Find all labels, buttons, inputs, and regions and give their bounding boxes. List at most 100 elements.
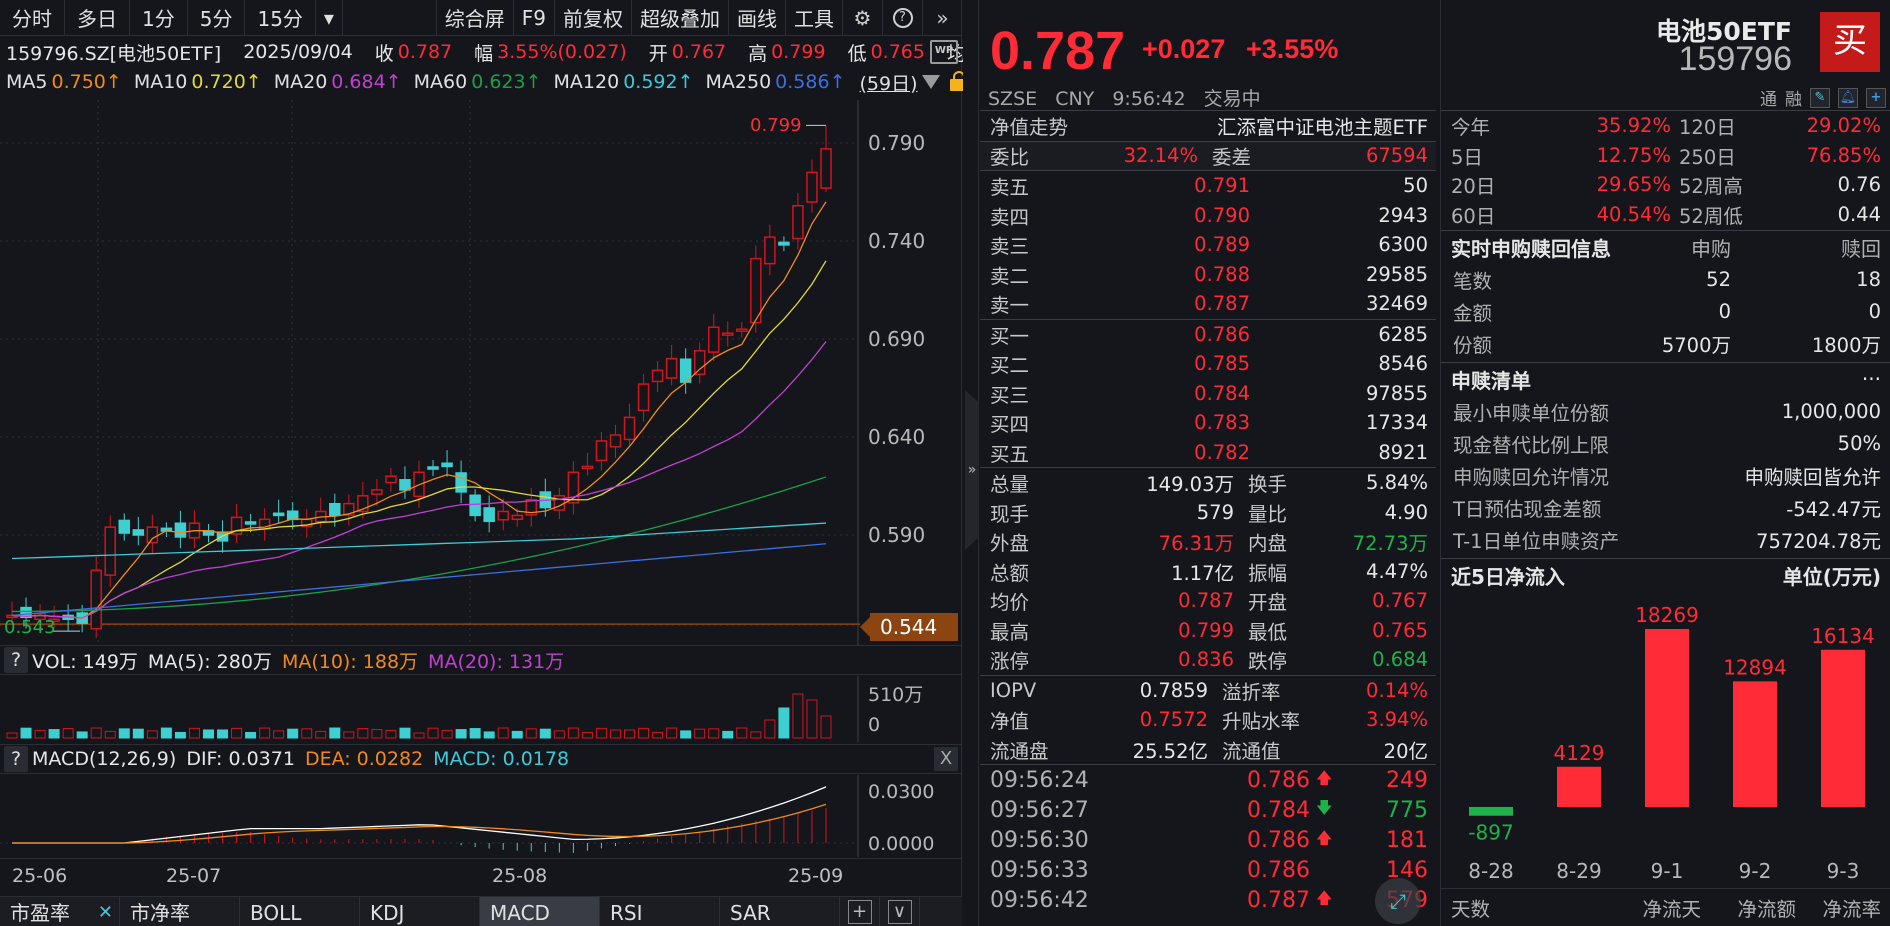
indicator-dropdown-button[interactable]: ∨ — [880, 897, 920, 926]
buy-button[interactable]: 买 — [1820, 12, 1880, 72]
stat-label: 净值 — [990, 710, 1030, 734]
period-tab-intraday[interactable]: 分时 — [0, 0, 65, 36]
inflow-bar — [1469, 807, 1513, 816]
level-volume: 6285 — [1378, 322, 1428, 346]
footer-days-tab[interactable]: 天数 — [1451, 898, 1491, 921]
candlestick-chart[interactable]: 0.799 0.543 0.790 0.740 0.690 0.640 0.59… — [0, 100, 962, 645]
pcf-value: 1,000,000 — [1781, 399, 1881, 423]
macd-line — [12, 786, 827, 844]
volume-chart[interactable]: 510万 0 — [0, 676, 962, 742]
stat-label: 开盘 — [1248, 591, 1288, 615]
tick-time: 09:56:42 — [990, 887, 1089, 913]
order-level-row[interactable]: 卖五 0.791 50 — [980, 171, 1436, 201]
f9-button[interactable]: F9 — [512, 0, 554, 36]
footer-netamount-tab[interactable]: 净流额 — [1737, 898, 1796, 921]
tools-button[interactable]: 工具 — [785, 0, 842, 36]
redeem-value: 1800万 — [1811, 333, 1881, 357]
resize-toggle-icon[interactable]: ⤢ — [1375, 878, 1421, 924]
subred-row: 金额 0 0 — [1441, 295, 1890, 327]
add-indicator-button[interactable]: + — [840, 897, 880, 926]
super-overlay-button[interactable]: 超级叠加 — [631, 0, 728, 36]
stat-value: 4.47% — [1366, 559, 1428, 583]
perf-label: 5日 — [1451, 145, 1483, 169]
stat-label: 振幅 — [1248, 561, 1288, 585]
period-tab-15min[interactable]: 15分 — [245, 0, 316, 36]
period-tab-5min[interactable]: 5分 — [188, 0, 246, 36]
order-level-row[interactable]: 买一 0.786 6285 — [980, 320, 1436, 350]
volume-bar — [231, 727, 243, 739]
tick-list[interactable]: 09:56:24 0.786 🡅 249 09:56:27 0.784 🡇 775 09:56:… — [980, 764, 1436, 915]
pcf-row: T日预估现金差额 -542.47元 — [1441, 491, 1890, 523]
macd-y-tick: 0.0000 — [868, 833, 935, 855]
order-level-row[interactable]: 买五 0.782 8921 — [980, 438, 1436, 468]
forward-adjust-button[interactable]: 前复权 — [554, 0, 631, 36]
footer-netdays-tab[interactable]: 净流天 — [1642, 898, 1701, 921]
macd-help-button[interactable]: ? — [4, 746, 28, 772]
period-selector[interactable]: (59日) — [859, 72, 918, 95]
macd-plot[interactable] — [0, 775, 962, 857]
pcf-row: 现金替代比例上限 50% — [1441, 427, 1890, 459]
more-periods-dropdown-icon[interactable]: ▾ — [316, 0, 343, 36]
tick-time: 09:56:33 — [990, 857, 1089, 883]
volume-plot[interactable] — [0, 676, 962, 742]
tab-boll[interactable]: BOLL — [240, 897, 360, 926]
expand-chevron-icon[interactable]: » — [922, 0, 962, 36]
nav-trend-row[interactable]: 净值走势 汇添富中证电池主题ETF — [980, 111, 1436, 141]
gear-icon[interactable]: ⚙ — [842, 0, 882, 36]
stat-label: 外盘 — [990, 532, 1030, 556]
tick-row: 09:56:30 0.786 🡅 181 — [980, 825, 1436, 855]
level-volume: 8546 — [1378, 352, 1428, 376]
candle — [469, 494, 481, 517]
panel-splitter[interactable]: » — [963, 0, 979, 926]
footer-netrate-tab[interactable]: 净流率 — [1822, 898, 1881, 921]
volume-bar — [385, 729, 397, 739]
volume-bar — [750, 731, 762, 739]
composite-screen-button[interactable]: 综合屏 — [435, 0, 513, 36]
candlestick-plot[interactable] — [0, 100, 962, 645]
date-tick: 25-07 — [166, 865, 222, 887]
lock-icon[interactable] — [949, 71, 965, 91]
volume-bar — [567, 727, 579, 739]
order-level-row[interactable]: 买四 0.783 17334 — [980, 408, 1436, 438]
close-indicator-icon[interactable]: X — [934, 747, 958, 771]
collapse-panel-handle[interactable]: » — [965, 390, 979, 550]
tab-pe-ratio[interactable]: 市盈率 ✕ — [0, 897, 120, 926]
tab-macd[interactable]: MACD — [480, 897, 600, 926]
candle — [230, 516, 243, 535]
tab-rsi[interactable]: RSI — [600, 897, 720, 926]
order-level-row[interactable]: 买二 0.785 8546 — [980, 349, 1436, 379]
wp-monitor-icon[interactable]: WP — [930, 40, 958, 64]
close-tab-icon[interactable]: ✕ — [97, 902, 113, 923]
volume-help-button[interactable]: ? — [4, 647, 28, 673]
volume-bar — [483, 731, 495, 739]
pcf-label: T日预估现金差额 — [1453, 497, 1602, 521]
pcf-title: 申赎清单 — [1451, 368, 1531, 393]
more-icon[interactable]: ··· — [1861, 367, 1881, 391]
candle — [385, 475, 397, 484]
tab-sar[interactable]: SAR — [720, 897, 840, 926]
order-level-row[interactable]: 卖三 0.789 6300 — [980, 230, 1436, 260]
macd-chart[interactable]: 0.0300 0.0000 — [0, 775, 962, 857]
tab-kdj[interactable]: KDJ — [360, 897, 480, 926]
order-level-row[interactable]: 卖二 0.788 29585 — [980, 260, 1436, 290]
draw-line-button[interactable]: 画线 — [728, 0, 785, 36]
help-icon[interactable]: ? — [882, 0, 922, 36]
level-label: 买一 — [990, 324, 1030, 348]
candle — [244, 521, 257, 525]
period-tab-multiday[interactable]: 多日 — [65, 0, 130, 36]
order-level-row[interactable]: 卖四 0.790 2943 — [980, 201, 1436, 231]
level-price: 0.785 — [1194, 352, 1250, 376]
pencil-icon[interactable]: ✎ — [1810, 87, 1830, 108]
dropdown-triangle-icon[interactable] — [921, 75, 940, 89]
order-level-row[interactable]: 卖一 0.787 32469 — [980, 289, 1436, 319]
order-level-row[interactable]: 买三 0.784 97855 — [980, 379, 1436, 409]
bell-icon[interactable]: 🔔︎ — [1838, 87, 1858, 108]
period-tab-1min[interactable]: 1分 — [130, 0, 188, 36]
plus-icon[interactable]: + — [1866, 87, 1886, 108]
volume-bar — [188, 727, 200, 739]
quote-panel: 0.787 +0.027 +3.55% SZSE CNY 9:56:42 交易中… — [980, 0, 1436, 926]
tick-row: 09:56:27 0.784 🡇 775 — [980, 795, 1436, 825]
nav-trend-link[interactable]: 净值走势 — [990, 116, 1069, 140]
tab-pb-ratio[interactable]: 市净率 — [120, 897, 240, 926]
ma-value: 0.750↑ — [51, 71, 122, 93]
